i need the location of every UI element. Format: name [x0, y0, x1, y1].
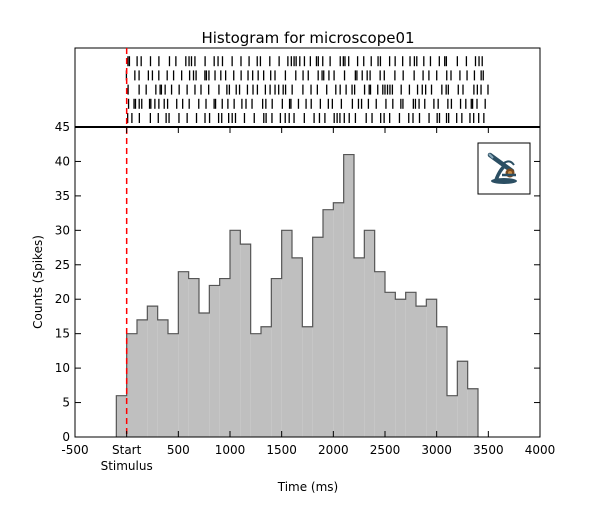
histogram-bar	[147, 306, 158, 437]
y-axis-ticks: 0 5 10 15 20 25 30 35 40 45	[55, 120, 540, 444]
x-tick-label: Start	[112, 443, 142, 457]
y-tick-label: 15	[55, 327, 70, 341]
x-tick-label: 2500	[370, 443, 401, 457]
y-tick-label: 10	[55, 361, 70, 375]
histogram-bar	[354, 257, 365, 437]
x-tick-label: -500	[61, 443, 88, 457]
histogram-bar	[333, 202, 344, 437]
histogram-bar	[188, 278, 199, 437]
y-tick-label: 25	[55, 258, 70, 272]
histogram-bar	[230, 230, 241, 437]
histogram-bar	[312, 237, 323, 437]
histogram-bar	[281, 230, 292, 437]
x-tick-label: 3500	[473, 443, 504, 457]
histogram-bar	[364, 230, 375, 437]
microscope-icon	[487, 152, 517, 184]
y-tick-label: 5	[62, 396, 70, 410]
y-tick-label: 0	[62, 430, 70, 444]
histogram-bar	[137, 319, 148, 437]
histogram-bar	[447, 395, 458, 437]
y-tick-label: 30	[55, 223, 70, 237]
x-tick-label: 1000	[215, 443, 246, 457]
histogram-bar	[219, 278, 230, 437]
histogram-bar	[416, 306, 427, 437]
x-tick-sublabel: Stimulus	[101, 459, 153, 473]
histogram-bar	[209, 285, 220, 437]
x-tick-label: 1500	[266, 443, 297, 457]
y-tick-label: 35	[55, 189, 70, 203]
y-tick-label: 20	[55, 292, 70, 306]
histogram-bar	[116, 395, 127, 437]
histogram-bar	[168, 333, 179, 437]
histogram-bar	[271, 278, 282, 437]
histogram-bar	[302, 326, 313, 437]
histogram-outline	[115, 153, 479, 437]
histogram-bar	[385, 292, 396, 437]
x-tick-label: 4000	[525, 443, 556, 457]
histogram-bar	[426, 299, 437, 437]
histogram-bar	[436, 326, 447, 437]
chart-title: Histogram for microscope01	[201, 29, 414, 47]
x-tick-label: 2000	[318, 443, 349, 457]
histogram-bar	[395, 299, 406, 437]
histogram-bar	[261, 326, 272, 437]
y-tick-label: 40	[55, 154, 70, 168]
histogram-bar	[157, 319, 168, 437]
histogram-bars	[116, 154, 478, 438]
y-axis-label: Counts (Spikes)	[31, 235, 45, 329]
histogram-bar	[178, 271, 189, 437]
histogram-bar	[250, 333, 261, 437]
histogram-bar	[240, 244, 251, 437]
histogram-bar	[343, 154, 354, 438]
x-tick-label: 500	[167, 443, 190, 457]
histogram-bar	[126, 333, 137, 437]
histogram-bar	[467, 388, 478, 437]
inset-box	[477, 142, 531, 195]
histogram-bar	[457, 361, 468, 437]
y-tick-label: 45	[55, 120, 70, 134]
histogram-bar	[323, 209, 334, 437]
x-axis-ticks: -500 Start 500 1000 1500 2000 2500 3000 3500 4000	[61, 127, 555, 457]
x-axis-label: Time (ms)	[277, 480, 339, 494]
histogram-bar	[199, 313, 210, 437]
histogram-bar	[292, 257, 303, 437]
histogram-bar	[374, 271, 385, 437]
histogram-bar	[405, 292, 416, 437]
x-tick-label: 3000	[421, 443, 452, 457]
spike-raster	[125, 56, 489, 123]
